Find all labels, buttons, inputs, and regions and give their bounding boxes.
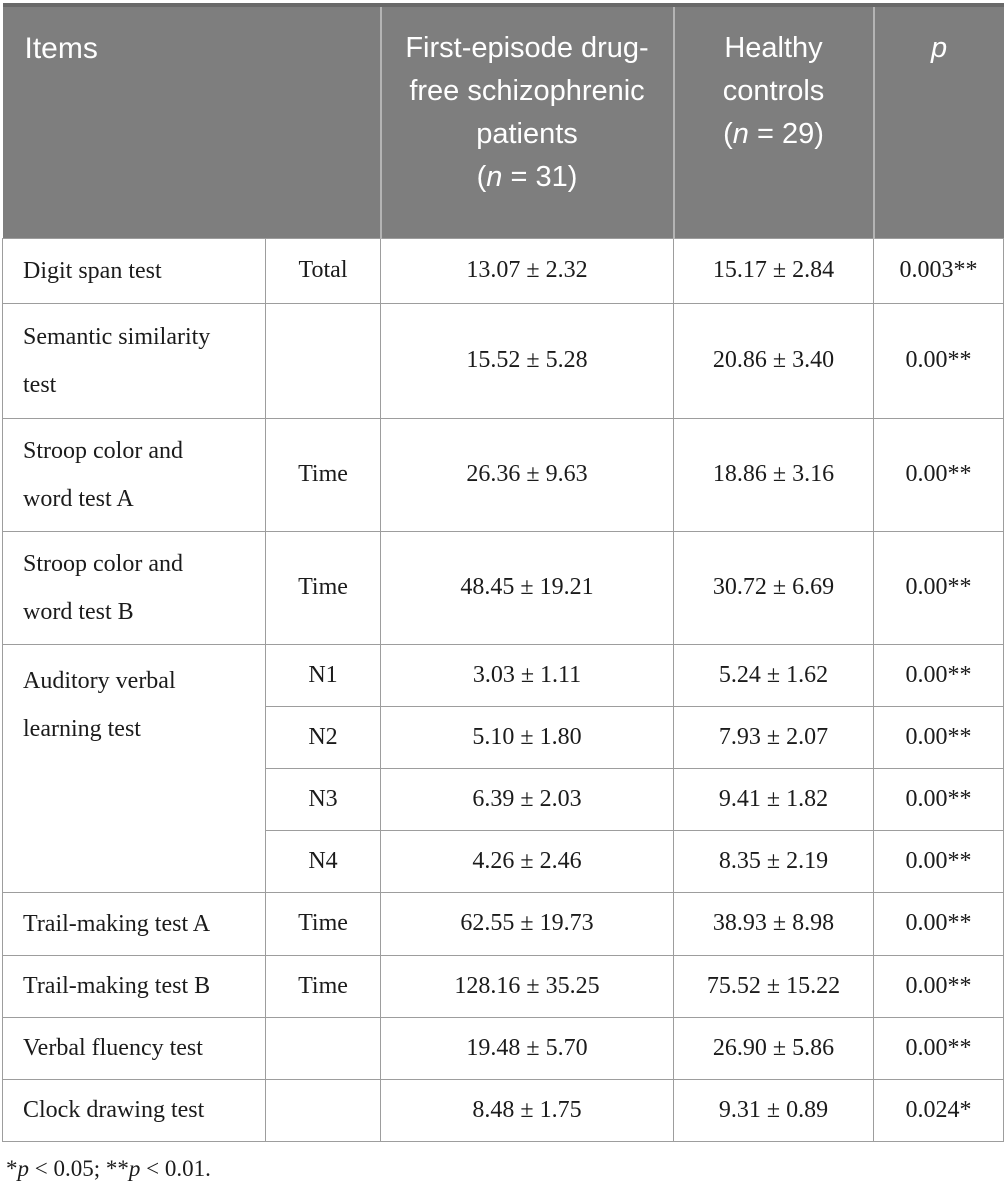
p-value-cell: 0.00**: [873, 954, 1005, 1018]
patients-header-title: First-episode drug-free schizophrenic pa…: [405, 32, 649, 150]
table-row: Clock drawing test 8.48 ± 1.75 9.31 ± 0.…: [2, 1078, 1005, 1142]
item-cell: Stroop color and word test A: [2, 417, 266, 532]
table-row: Trail-making test A Time 62.55 ± 19.73 3…: [2, 891, 1005, 956]
sub-cell: Total: [264, 237, 382, 304]
table-row: Stroop color and word test A Time 26.36 …: [2, 417, 1005, 532]
controls-value-cell: 15.17 ± 2.84: [673, 237, 875, 304]
sig1-stars: *: [6, 1155, 18, 1181]
italic-p: p: [128, 1155, 141, 1181]
italic-p: p: [17, 1155, 30, 1181]
p-value-cell: 0.00**: [873, 417, 1005, 532]
sub-cell: N3: [264, 767, 382, 831]
sub-cell: N1: [264, 643, 382, 707]
patients-value-cell: 13.07 ± 2.32: [380, 237, 675, 304]
sig1-threshold: < 0.05;: [29, 1155, 106, 1181]
controls-value-cell: 9.41 ± 1.82: [673, 767, 875, 831]
patients-value-cell: 26.36 ± 9.63: [380, 417, 675, 532]
patients-value-cell: 3.03 ± 1.11: [380, 643, 675, 707]
table-row: Semantic similarity test 15.52 ± 5.28 20…: [2, 302, 1005, 419]
item-cell: Stroop color and word test B: [2, 530, 266, 645]
controls-value-cell: 9.31 ± 0.89: [673, 1078, 875, 1142]
patients-value-cell: 128.16 ± 35.25: [380, 954, 675, 1018]
p-value-cell: 0.00**: [873, 829, 1005, 893]
patients-value-cell: 62.55 ± 19.73: [380, 891, 675, 956]
significance-footnote: *p < 0.05; **p < 0.01.: [6, 1156, 1003, 1182]
patients-value-cell: 19.48 ± 5.70: [380, 1016, 675, 1080]
item-cell: Semantic similarity test: [2, 302, 266, 419]
controls-value-cell: 7.93 ± 2.07: [673, 705, 875, 769]
patients-header-n: (n = 31): [476, 160, 578, 193]
controls-value-cell: 18.86 ± 3.16: [673, 417, 875, 532]
p-value-cell: 0.00**: [873, 1016, 1005, 1080]
patients-value-cell: 15.52 ± 5.28: [380, 302, 675, 419]
sub-cell: Time: [264, 891, 382, 956]
p-value-cell: 0.00**: [873, 302, 1005, 419]
controls-value-cell: 20.86 ± 3.40: [673, 302, 875, 419]
item-cell: Clock drawing test: [2, 1078, 266, 1142]
results-table: Items First-episode drug-free schizophre…: [2, 3, 1005, 1142]
controls-value-cell: 30.72 ± 6.69: [673, 530, 875, 645]
table-row: Auditory verbal learning test N1 3.03 ± …: [2, 643, 1005, 893]
controls-value-cell: 8.35 ± 2.19: [673, 829, 875, 893]
controls-value-cell: 5.24 ± 1.62: [673, 643, 875, 707]
sig2-threshold: < 0.01.: [140, 1155, 211, 1181]
p-value-cell: 0.00**: [873, 705, 1005, 769]
col-header-p: p: [872, 3, 1004, 238]
patients-value-cell: 5.10 ± 1.80: [380, 705, 675, 769]
item-cell: Trail-making test B: [2, 954, 266, 1018]
p-value-cell: 0.00**: [873, 891, 1005, 956]
sub-cell: N2: [264, 705, 382, 769]
italic-p: p: [930, 32, 948, 64]
sub-cell: Time: [264, 530, 382, 645]
sub-cell: [264, 1016, 382, 1080]
italic-n: n: [486, 160, 503, 193]
p-value-cell: 0.003**: [873, 237, 1005, 304]
controls-header-n: (n = 29): [723, 117, 824, 150]
sub-cell: [264, 302, 382, 419]
patients-value-cell: 6.39 ± 2.03: [380, 767, 675, 831]
table-header: Items First-episode drug-free schizophre…: [2, 3, 1004, 238]
col-header-controls: Healthy controls (n = 29): [672, 3, 874, 238]
sig2-stars: **: [105, 1155, 129, 1181]
controls-value-cell: 26.90 ± 5.86: [673, 1016, 875, 1080]
p-value-cell: 0.00**: [873, 643, 1005, 707]
table-row: N2 5.10 ± 1.80 7.93 ± 2.07 0.00**: [3, 705, 1005, 769]
table-row: N4 4.26 ± 2.46 8.35 ± 2.19 0.00**: [3, 829, 1005, 893]
controls-value-cell: 75.52 ± 15.22: [673, 954, 875, 1018]
patients-value-cell: 4.26 ± 2.46: [380, 829, 675, 893]
table-body: Digit span test Total 13.07 ± 2.32 15.17…: [2, 237, 1005, 1142]
patients-value-cell: 8.48 ± 1.75: [380, 1078, 675, 1142]
p-value-cell: 0.00**: [873, 767, 1005, 831]
controls-header-title: Healthy controls: [722, 32, 825, 107]
italic-n: n: [732, 117, 749, 150]
item-cell: Digit span test: [2, 237, 266, 304]
sub-cell: Time: [264, 954, 382, 1018]
table-row: Trail-making test B Time 128.16 ± 35.25 …: [2, 954, 1005, 1018]
controls-value-cell: 38.93 ± 8.98: [673, 891, 875, 956]
sub-cell: Time: [264, 417, 382, 532]
header-row: Items First-episode drug-free schizophre…: [2, 3, 1004, 238]
col-header-patients: First-episode drug-free schizophrenic pa…: [379, 3, 674, 238]
p-value-cell: 0.024*: [873, 1078, 1005, 1142]
sub-cell: [264, 1078, 382, 1142]
table-row: Verbal fluency test 19.48 ± 5.70 26.90 ±…: [2, 1016, 1005, 1080]
table-row: N3 6.39 ± 2.03 9.41 ± 1.82 0.00**: [3, 767, 1005, 831]
item-cell: Verbal fluency test: [2, 1016, 266, 1080]
item-cell: Trail-making test A: [2, 891, 266, 956]
p-value-cell: 0.00**: [873, 530, 1005, 645]
table-row: Digit span test Total 13.07 ± 2.32 15.17…: [2, 237, 1005, 304]
col-header-items: Items: [2, 3, 381, 238]
item-cell-rowspan: Auditory verbal learning test: [2, 643, 266, 893]
sub-cell: N4: [264, 829, 382, 893]
patients-value-cell: 48.45 ± 19.21: [380, 530, 675, 645]
table-row: Stroop color and word test B Time 48.45 …: [2, 530, 1005, 645]
